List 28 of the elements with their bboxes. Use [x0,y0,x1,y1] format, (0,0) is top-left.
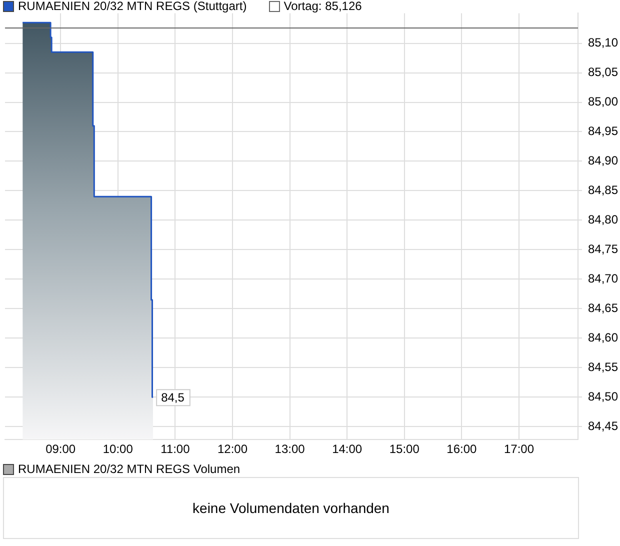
y-tick-label: 84,95 [588,124,618,138]
y-tick-label: 84,45 [588,418,618,433]
x-tick-label: 11:00 [160,442,190,456]
y-tick-label: 84,75 [588,242,618,256]
x-tick-label: 13:00 [274,442,306,456]
annotation: 84,5 [161,390,185,404]
y-tick-label: 84,50 [588,389,618,404]
x-tick-label: 09:00 [46,442,76,456]
y-tick-label: 84,80 [588,212,618,227]
y-tick-label: 84,60 [588,330,618,344]
text: RUMAENIEN 20/32 MTN REGS Volumen [18,462,240,476]
legend-label: Vortag: 85,126 [284,0,362,13]
y-tick-label: 84,70 [588,271,618,286]
x-tick-label: 12:00 [217,442,248,456]
x-tick-label: 14:00 [332,442,362,456]
x-tick-label: 15:00 [389,442,420,456]
legend-label: RUMAENIEN 20/32 MTN REGS (Stuttgart) [18,0,247,13]
x-tick-label: 17:00 [504,442,534,456]
y-tick-label: 85,10 [588,36,618,50]
y-tick-label: 84,90 [588,154,618,168]
y-tick-label: 84,55 [588,360,618,374]
x-tick-label: 16:00 [446,442,478,456]
y-tick-label: 84,85 [588,183,618,198]
y-tick-label: 85,05 [588,65,618,80]
y-tick-label: 85,00 [588,94,618,109]
text: keine Volumendaten vorhanden [192,500,390,516]
y-tick-label: 84,65 [588,300,618,315]
x-tick-label: 10:00 [102,442,134,456]
